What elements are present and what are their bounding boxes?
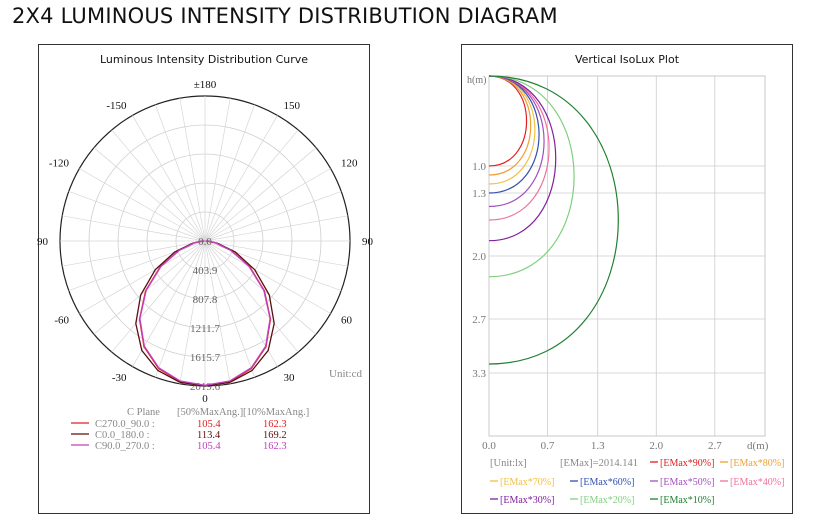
legend-row-name: C270.0_90.0 : <box>95 419 155 430</box>
polar-grid-spoke <box>204 215 348 242</box>
polar-radial-label: 0.0 <box>198 236 212 248</box>
polar-series-curve <box>135 240 275 387</box>
polar-unit-label: Unit:cd <box>329 368 362 380</box>
polar-angle-label: 30 <box>284 372 296 384</box>
isolux-chart-title: Vertical IsoLux Plot <box>574 53 680 66</box>
polar-angle-label: 60 <box>341 315 353 327</box>
isolux-y-tick-label: 2.0 <box>472 251 486 263</box>
legend-row-10: 169.2 <box>263 430 287 441</box>
polar-grid-spoke <box>204 104 255 242</box>
polar-grid-spoke <box>204 115 278 242</box>
polar-chart: 0 30 60 90 120 150 ±180 -150 -120 90 -60 -30 0.0 403.… <box>37 79 374 452</box>
polar-chart-title: Luminous Intensity Distribution Curve <box>99 53 309 66</box>
polar-angle-label: -150 <box>106 100 127 112</box>
polar-grid-spoke <box>62 215 206 242</box>
legend-header-plane: C Plane <box>127 407 160 418</box>
isolux-x-axis-label: d(m) <box>747 440 769 452</box>
polar-grid-spoke <box>93 147 206 242</box>
legend-header-10: [10%MaxAng.] <box>243 407 309 418</box>
legend-row-50: 113.4 <box>197 430 221 441</box>
polar-grid-spoke <box>111 240 206 353</box>
polar-angle-label: 0 <box>202 393 208 405</box>
polar-grid-spoke <box>111 129 206 242</box>
polar-angle-label: ±180 <box>194 79 217 91</box>
legend-row-name: C90.0_270.0 : <box>95 441 155 452</box>
polar-grid-spoke <box>79 240 206 314</box>
isolux-emax-label: [EMax]=2014.141 <box>560 458 638 469</box>
isolux-x-tick-label: 0.7 <box>541 440 555 452</box>
isolux-legend-label: [EMax*50%] <box>660 477 714 488</box>
polar-grid-spoke <box>179 98 206 242</box>
isolux-x-tick-label: 2.7 <box>708 440 722 452</box>
polar-angle-label: 150 <box>284 100 301 112</box>
isolux-legend-label: [EMax*30%] <box>500 495 554 506</box>
isolux-x-tick-label: 0.0 <box>482 440 496 452</box>
polar-angle-label: 90 <box>362 236 374 248</box>
polar-angle-label: -120 <box>49 158 70 170</box>
polar-grid-spoke <box>204 191 342 242</box>
isolux-legend-label: [EMax*20%] <box>580 495 634 506</box>
polar-angle-label: 120 <box>341 158 358 170</box>
polar-grid-spoke <box>204 98 231 242</box>
polar-grid-spoke <box>204 240 231 384</box>
polar-grid-spoke <box>155 240 206 378</box>
polar-grid-spoke <box>155 104 206 242</box>
polar-grid-spoke <box>204 240 255 378</box>
isolux-y-tick-label: 1.0 <box>472 161 486 173</box>
isolux-curve <box>488 75 550 221</box>
isolux-legend-label: [EMax*60%] <box>580 477 634 488</box>
polar-grid-spoke <box>204 240 348 267</box>
isolux-legend-label: [EMax*10%] <box>660 495 714 506</box>
polar-radial-label: 403.9 <box>193 265 218 277</box>
isolux-x-tick-label: 1.3 <box>591 440 605 452</box>
polar-grid-spoke <box>204 147 317 242</box>
isolux-curve <box>488 75 545 208</box>
legend-row-50: 105.4 <box>197 441 221 452</box>
legend-row-10: 162.3 <box>263 419 287 430</box>
isolux-legend-label: [EMax*40%] <box>730 477 784 488</box>
isolux-unit-label: [Unit:lx] <box>490 458 527 469</box>
polar-grid-spoke <box>62 240 206 267</box>
polar-series-curve <box>139 240 271 386</box>
polar-angle-label: -30 <box>112 372 127 384</box>
polar-grid-spoke <box>204 240 299 353</box>
page-title: 2X4 LUMINOUS INTENSITY DISTRIBUTION DIAG… <box>12 4 558 28</box>
isolux-y-tick-label: 3.3 <box>472 368 486 380</box>
isolux-curve <box>488 75 619 365</box>
legend-row-50: 105.4 <box>197 419 221 430</box>
polar-grid-spoke <box>204 240 331 314</box>
isolux-chart: 0.0 0.7 1.3 2.0 2.7 1.0 1.3 2.0 2.7 3.3 h(m) d(m) [U… <box>467 75 784 506</box>
isolux-legend-label: [EMax*90%] <box>660 458 714 469</box>
polar-radial-label: 1615.7 <box>190 352 221 364</box>
polar-angle-label: 90 <box>37 236 49 248</box>
legend-header-50: [50%MaxAng.] <box>177 407 243 418</box>
isolux-y-tick-label: 1.3 <box>472 188 486 200</box>
isolux-chart-panel: Vertical IsoLux Plot 0.0 0.7 1.3 2.0 2.7 1.0 1… <box>461 44 793 514</box>
polar-angle-label: -60 <box>54 315 69 327</box>
polar-grid-spoke <box>132 115 206 242</box>
polar-grid-spoke <box>93 240 206 335</box>
polar-chart-panel: Luminous Intensity Distribution Curve 0 3… <box>37 44 374 514</box>
isolux-legend-label: [EMax*70%] <box>500 477 554 488</box>
isolux-curve <box>488 75 557 242</box>
polar-grid-spoke <box>204 129 299 242</box>
polar-grid-spoke <box>204 168 331 242</box>
polar-grid-spoke <box>179 240 206 384</box>
polar-radial-label: 807.8 <box>193 294 218 306</box>
polar-radial-label: 1211.7 <box>190 323 220 335</box>
polar-grid-spoke <box>79 168 206 242</box>
polar-grid-spoke <box>68 191 206 242</box>
legend-row-10: 162.3 <box>263 441 287 452</box>
isolux-y-axis-label: h(m) <box>467 75 486 86</box>
legend-row-name: C0.0_180.0 : <box>95 430 150 441</box>
isolux-curve <box>488 75 528 167</box>
isolux-curve <box>488 75 575 278</box>
isolux-curve <box>488 75 532 176</box>
isolux-y-tick-label: 2.7 <box>472 314 486 326</box>
polar-grid-spoke <box>204 240 317 335</box>
isolux-legend-label: [EMax*80%] <box>730 458 784 469</box>
isolux-x-tick-label: 2.0 <box>649 440 663 452</box>
